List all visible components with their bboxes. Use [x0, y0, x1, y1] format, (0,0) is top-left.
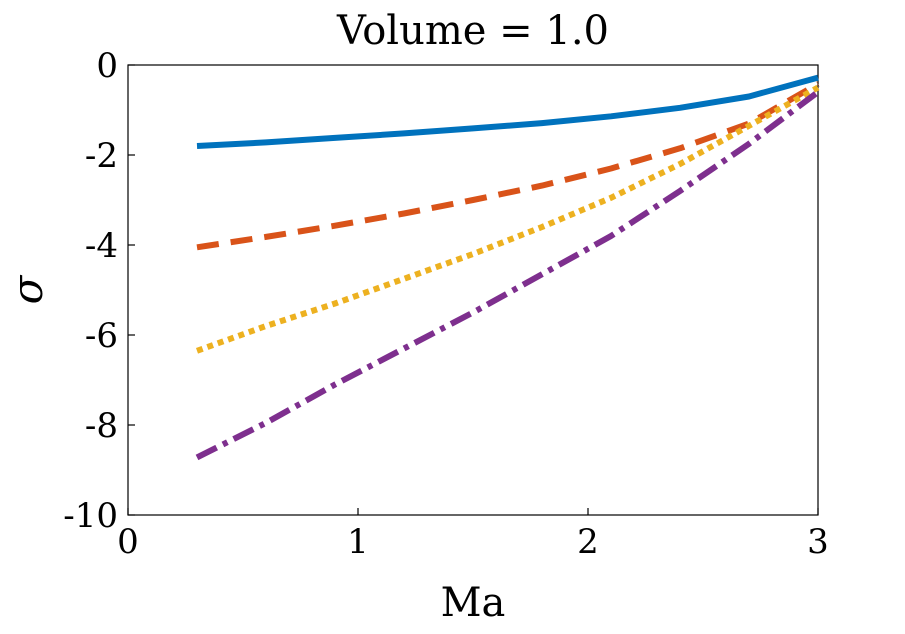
y-tick-label: -8 [85, 406, 118, 446]
y-tick-label: -2 [85, 136, 118, 176]
y-tick-label: -6 [85, 316, 118, 356]
y-axis-label: σ [3, 274, 52, 304]
x-tick-label: 0 [117, 522, 139, 562]
y-tick-label: -10 [63, 496, 118, 536]
x-axis-label: Ma [441, 580, 506, 626]
series-line-4 [195, 89, 820, 461]
series-layer [195, 74, 820, 461]
x-tick-label: 3 [807, 522, 829, 562]
plot-area [127, 64, 819, 516]
series-line-2 [196, 81, 820, 251]
y-tick-label: -4 [85, 226, 118, 266]
ticks-layer: 0 1 2 3 0 -2 -4 -6 -8 -10 [63, 46, 829, 562]
series-line-1 [196, 74, 819, 149]
chart-title: Volume = 1.0 [336, 8, 609, 54]
y-tick-label: 0 [96, 46, 118, 86]
x-tick-label: 2 [577, 522, 599, 562]
x-tick-label: 1 [347, 522, 369, 562]
